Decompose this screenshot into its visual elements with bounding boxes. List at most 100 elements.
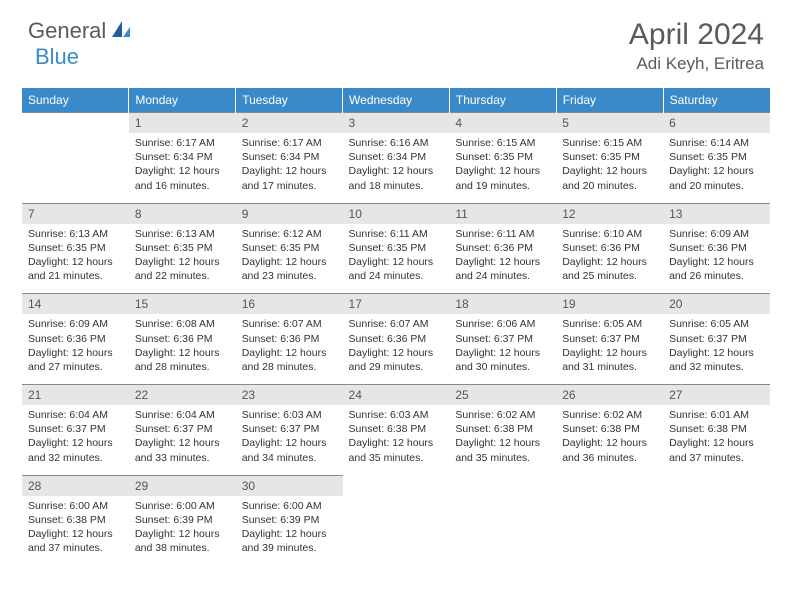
day-details: Sunrise: 6:06 AMSunset: 6:37 PMDaylight:…	[449, 314, 556, 384]
day-cell-23: 23Sunrise: 6:03 AMSunset: 6:37 PMDayligh…	[236, 385, 343, 476]
day-cell-22: 22Sunrise: 6:04 AMSunset: 6:37 PMDayligh…	[129, 385, 236, 476]
empty-cell	[22, 113, 129, 204]
day-details: Sunrise: 6:07 AMSunset: 6:36 PMDaylight:…	[236, 314, 343, 384]
logo-text-blue-wrap: Blue	[35, 44, 79, 70]
day-number: 6	[663, 113, 770, 133]
weekday-thursday: Thursday	[449, 88, 556, 113]
logo-sail-icon	[110, 19, 132, 44]
calendar-row: 28Sunrise: 6:00 AMSunset: 6:38 PMDayligh…	[22, 475, 770, 565]
day-details: Sunrise: 6:05 AMSunset: 6:37 PMDaylight:…	[663, 314, 770, 384]
day-number: 4	[449, 113, 556, 133]
day-number: 5	[556, 113, 663, 133]
day-details: Sunrise: 6:12 AMSunset: 6:35 PMDaylight:…	[236, 224, 343, 294]
day-number: 17	[343, 294, 450, 314]
empty-cell	[663, 475, 770, 565]
day-number: 16	[236, 294, 343, 314]
empty-cell	[343, 475, 450, 565]
day-cell-4: 4Sunrise: 6:15 AMSunset: 6:35 PMDaylight…	[449, 113, 556, 204]
day-details: Sunrise: 6:13 AMSunset: 6:35 PMDaylight:…	[22, 224, 129, 294]
day-cell-30: 30Sunrise: 6:00 AMSunset: 6:39 PMDayligh…	[236, 475, 343, 565]
day-number: 29	[129, 476, 236, 496]
day-cell-5: 5Sunrise: 6:15 AMSunset: 6:35 PMDaylight…	[556, 113, 663, 204]
weekday-monday: Monday	[129, 88, 236, 113]
day-details: Sunrise: 6:09 AMSunset: 6:36 PMDaylight:…	[663, 224, 770, 294]
day-details: Sunrise: 6:15 AMSunset: 6:35 PMDaylight:…	[449, 133, 556, 203]
day-cell-29: 29Sunrise: 6:00 AMSunset: 6:39 PMDayligh…	[129, 475, 236, 565]
day-details: Sunrise: 6:09 AMSunset: 6:36 PMDaylight:…	[22, 314, 129, 384]
day-number: 24	[343, 385, 450, 405]
weekday-sunday: Sunday	[22, 88, 129, 113]
day-number: 11	[449, 204, 556, 224]
day-cell-20: 20Sunrise: 6:05 AMSunset: 6:37 PMDayligh…	[663, 294, 770, 385]
day-number: 15	[129, 294, 236, 314]
day-cell-28: 28Sunrise: 6:00 AMSunset: 6:38 PMDayligh…	[22, 475, 129, 565]
weekday-friday: Friday	[556, 88, 663, 113]
day-details: Sunrise: 6:04 AMSunset: 6:37 PMDaylight:…	[129, 405, 236, 475]
day-cell-6: 6Sunrise: 6:14 AMSunset: 6:35 PMDaylight…	[663, 113, 770, 204]
day-details: Sunrise: 6:13 AMSunset: 6:35 PMDaylight:…	[129, 224, 236, 294]
day-cell-25: 25Sunrise: 6:02 AMSunset: 6:38 PMDayligh…	[449, 385, 556, 476]
day-cell-2: 2Sunrise: 6:17 AMSunset: 6:34 PMDaylight…	[236, 113, 343, 204]
day-cell-26: 26Sunrise: 6:02 AMSunset: 6:38 PMDayligh…	[556, 385, 663, 476]
day-number: 30	[236, 476, 343, 496]
day-details: Sunrise: 6:05 AMSunset: 6:37 PMDaylight:…	[556, 314, 663, 384]
day-details: Sunrise: 6:07 AMSunset: 6:36 PMDaylight:…	[343, 314, 450, 384]
day-details: Sunrise: 6:15 AMSunset: 6:35 PMDaylight:…	[556, 133, 663, 203]
day-cell-27: 27Sunrise: 6:01 AMSunset: 6:38 PMDayligh…	[663, 385, 770, 476]
calendar-row: 21Sunrise: 6:04 AMSunset: 6:37 PMDayligh…	[22, 385, 770, 476]
day-cell-19: 19Sunrise: 6:05 AMSunset: 6:37 PMDayligh…	[556, 294, 663, 385]
day-details: Sunrise: 6:11 AMSunset: 6:35 PMDaylight:…	[343, 224, 450, 294]
day-number: 25	[449, 385, 556, 405]
title-block: April 2024 Adi Keyh, Eritrea	[629, 18, 764, 74]
day-number: 12	[556, 204, 663, 224]
weekday-saturday: Saturday	[663, 88, 770, 113]
day-details: Sunrise: 6:00 AMSunset: 6:38 PMDaylight:…	[22, 496, 129, 566]
day-details: Sunrise: 6:02 AMSunset: 6:38 PMDaylight:…	[449, 405, 556, 475]
logo-text-blue: Blue	[35, 44, 79, 69]
day-details: Sunrise: 6:17 AMSunset: 6:34 PMDaylight:…	[236, 133, 343, 203]
calendar-body: 1Sunrise: 6:17 AMSunset: 6:34 PMDaylight…	[22, 113, 770, 566]
day-number: 20	[663, 294, 770, 314]
day-details: Sunrise: 6:03 AMSunset: 6:38 PMDaylight:…	[343, 405, 450, 475]
day-number: 1	[129, 113, 236, 133]
weekday-header-row: SundayMondayTuesdayWednesdayThursdayFrid…	[22, 88, 770, 113]
day-details: Sunrise: 6:08 AMSunset: 6:36 PMDaylight:…	[129, 314, 236, 384]
calendar-row: 1Sunrise: 6:17 AMSunset: 6:34 PMDaylight…	[22, 113, 770, 204]
day-number: 26	[556, 385, 663, 405]
day-number: 18	[449, 294, 556, 314]
weekday-wednesday: Wednesday	[343, 88, 450, 113]
calendar-row: 7Sunrise: 6:13 AMSunset: 6:35 PMDaylight…	[22, 203, 770, 294]
day-cell-24: 24Sunrise: 6:03 AMSunset: 6:38 PMDayligh…	[343, 385, 450, 476]
day-cell-21: 21Sunrise: 6:04 AMSunset: 6:37 PMDayligh…	[22, 385, 129, 476]
day-details: Sunrise: 6:16 AMSunset: 6:34 PMDaylight:…	[343, 133, 450, 203]
day-number: 14	[22, 294, 129, 314]
day-cell-3: 3Sunrise: 6:16 AMSunset: 6:34 PMDaylight…	[343, 113, 450, 204]
day-details: Sunrise: 6:04 AMSunset: 6:37 PMDaylight:…	[22, 405, 129, 475]
day-details: Sunrise: 6:17 AMSunset: 6:34 PMDaylight:…	[129, 133, 236, 203]
day-cell-13: 13Sunrise: 6:09 AMSunset: 6:36 PMDayligh…	[663, 203, 770, 294]
calendar-row: 14Sunrise: 6:09 AMSunset: 6:36 PMDayligh…	[22, 294, 770, 385]
day-details: Sunrise: 6:03 AMSunset: 6:37 PMDaylight:…	[236, 405, 343, 475]
day-cell-16: 16Sunrise: 6:07 AMSunset: 6:36 PMDayligh…	[236, 294, 343, 385]
day-cell-11: 11Sunrise: 6:11 AMSunset: 6:36 PMDayligh…	[449, 203, 556, 294]
day-cell-8: 8Sunrise: 6:13 AMSunset: 6:35 PMDaylight…	[129, 203, 236, 294]
day-details: Sunrise: 6:01 AMSunset: 6:38 PMDaylight:…	[663, 405, 770, 475]
day-number: 9	[236, 204, 343, 224]
day-cell-15: 15Sunrise: 6:08 AMSunset: 6:36 PMDayligh…	[129, 294, 236, 385]
location-label: Adi Keyh, Eritrea	[629, 54, 764, 74]
day-details: Sunrise: 6:10 AMSunset: 6:36 PMDaylight:…	[556, 224, 663, 294]
logo-text-general: General	[28, 18, 106, 44]
empty-cell	[556, 475, 663, 565]
day-cell-17: 17Sunrise: 6:07 AMSunset: 6:36 PMDayligh…	[343, 294, 450, 385]
month-title: April 2024	[629, 18, 764, 52]
day-number: 21	[22, 385, 129, 405]
day-number: 23	[236, 385, 343, 405]
day-cell-1: 1Sunrise: 6:17 AMSunset: 6:34 PMDaylight…	[129, 113, 236, 204]
calendar-table: SundayMondayTuesdayWednesdayThursdayFrid…	[22, 88, 770, 565]
header: General April 2024 Adi Keyh, Eritrea	[0, 0, 792, 82]
day-cell-12: 12Sunrise: 6:10 AMSunset: 6:36 PMDayligh…	[556, 203, 663, 294]
day-cell-7: 7Sunrise: 6:13 AMSunset: 6:35 PMDaylight…	[22, 203, 129, 294]
day-cell-14: 14Sunrise: 6:09 AMSunset: 6:36 PMDayligh…	[22, 294, 129, 385]
day-cell-18: 18Sunrise: 6:06 AMSunset: 6:37 PMDayligh…	[449, 294, 556, 385]
day-details: Sunrise: 6:00 AMSunset: 6:39 PMDaylight:…	[236, 496, 343, 566]
